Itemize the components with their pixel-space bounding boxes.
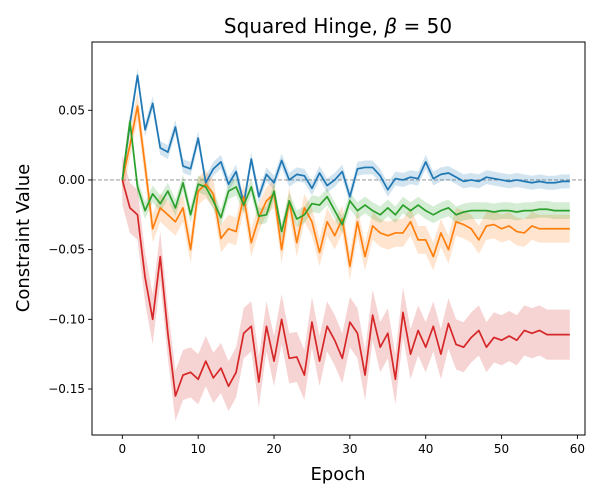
x-tick-label: 40 — [418, 442, 433, 456]
series-red-line — [121, 179, 570, 397]
y-tick-label: −0.05 — [48, 243, 85, 257]
x-tick-label: 60 — [570, 442, 585, 456]
series-green-band — [122, 113, 570, 240]
series-orange-line — [121, 105, 570, 268]
y-axis: 0.05 0.00 −0.05 −0.10 −0.15 — [48, 103, 92, 396]
x-axis: 0 10 20 30 40 50 60 — [119, 435, 585, 456]
y-tick-label: −0.15 — [48, 382, 85, 396]
series-orange-band — [122, 92, 570, 281]
x-tick-label: 50 — [494, 442, 509, 456]
series-blue-line — [121, 74, 570, 205]
y-tick-label: 0.05 — [58, 103, 85, 117]
series-green-line — [121, 120, 570, 233]
y-axis-label: Constraint Value — [13, 164, 34, 312]
plot-area — [92, 68, 585, 422]
y-tick-label: 0.00 — [58, 173, 85, 187]
axes-frame — [91, 41, 586, 436]
chart-title: Squared Hinge, β = 50 — [224, 14, 452, 38]
x-tick-label: 20 — [266, 442, 281, 456]
x-tick-label: 0 — [119, 442, 127, 456]
x-tick-label: 10 — [191, 442, 206, 456]
series-red-band — [122, 154, 570, 422]
y-tick-label: −0.10 — [48, 312, 85, 326]
x-tick-label: 30 — [342, 442, 357, 456]
x-axis-label: Epoch — [310, 464, 365, 485]
